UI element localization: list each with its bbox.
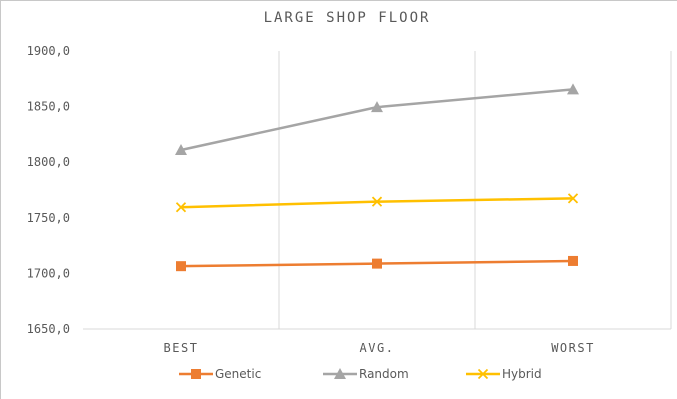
legend-item-random: Random [323,367,409,381]
legend-item-hybrid: Hybrid [466,367,542,381]
x-tick-label: WORST [551,341,595,355]
marker-x-stroke [477,368,489,380]
legend-label-genetic: Genetic [215,367,261,381]
data-point-hybrid [175,202,187,213]
y-axis: 1650,0 1700,0 1750,0 1800,0 1850,0 1900,0 [27,44,70,336]
data-point-genetic [568,255,578,266]
y-tick-label: 1700,0 [27,266,70,280]
data-point-hybrid [567,193,579,204]
data-point-genetic [176,261,186,272]
legend: Genetic Random Hybrid [179,367,542,381]
x-tick-label: AVG. [360,341,395,355]
legend-marker-random [334,368,346,379]
data-point-hybrid [371,196,383,207]
series-genetic [176,255,578,272]
data-point-random [175,143,187,155]
data-point-genetic [372,258,382,269]
marker-x-stroke [371,196,383,207]
series-line-random [179,88,575,152]
gridlines [278,51,672,329]
series-random [175,83,579,155]
y-tick-label: 1800,0 [27,155,70,169]
y-tick-label: 1650,0 [27,322,70,336]
marker-x-stroke [567,193,579,204]
data-point-random [371,101,383,113]
x-axis: BEST AVG. WORST [83,328,671,355]
chart-title: LARGE SHOP FLOOR [264,10,431,26]
y-tick-label: 1900,0 [27,44,70,58]
data-point-random [567,83,579,95]
series-hybrid [175,193,579,213]
y-tick-label: 1750,0 [27,211,70,225]
marker-x-stroke [175,202,187,213]
legend-label-random: Random [359,367,409,381]
y-tick-label: 1850,0 [27,100,70,114]
legend-label-hybrid: Hybrid [502,367,542,381]
legend-item-genetic: Genetic [179,367,261,381]
x-tick-label: BEST [164,341,199,355]
series-group [175,83,579,272]
legend-marker-genetic [191,369,201,379]
legend-marker-hybrid [477,368,489,380]
